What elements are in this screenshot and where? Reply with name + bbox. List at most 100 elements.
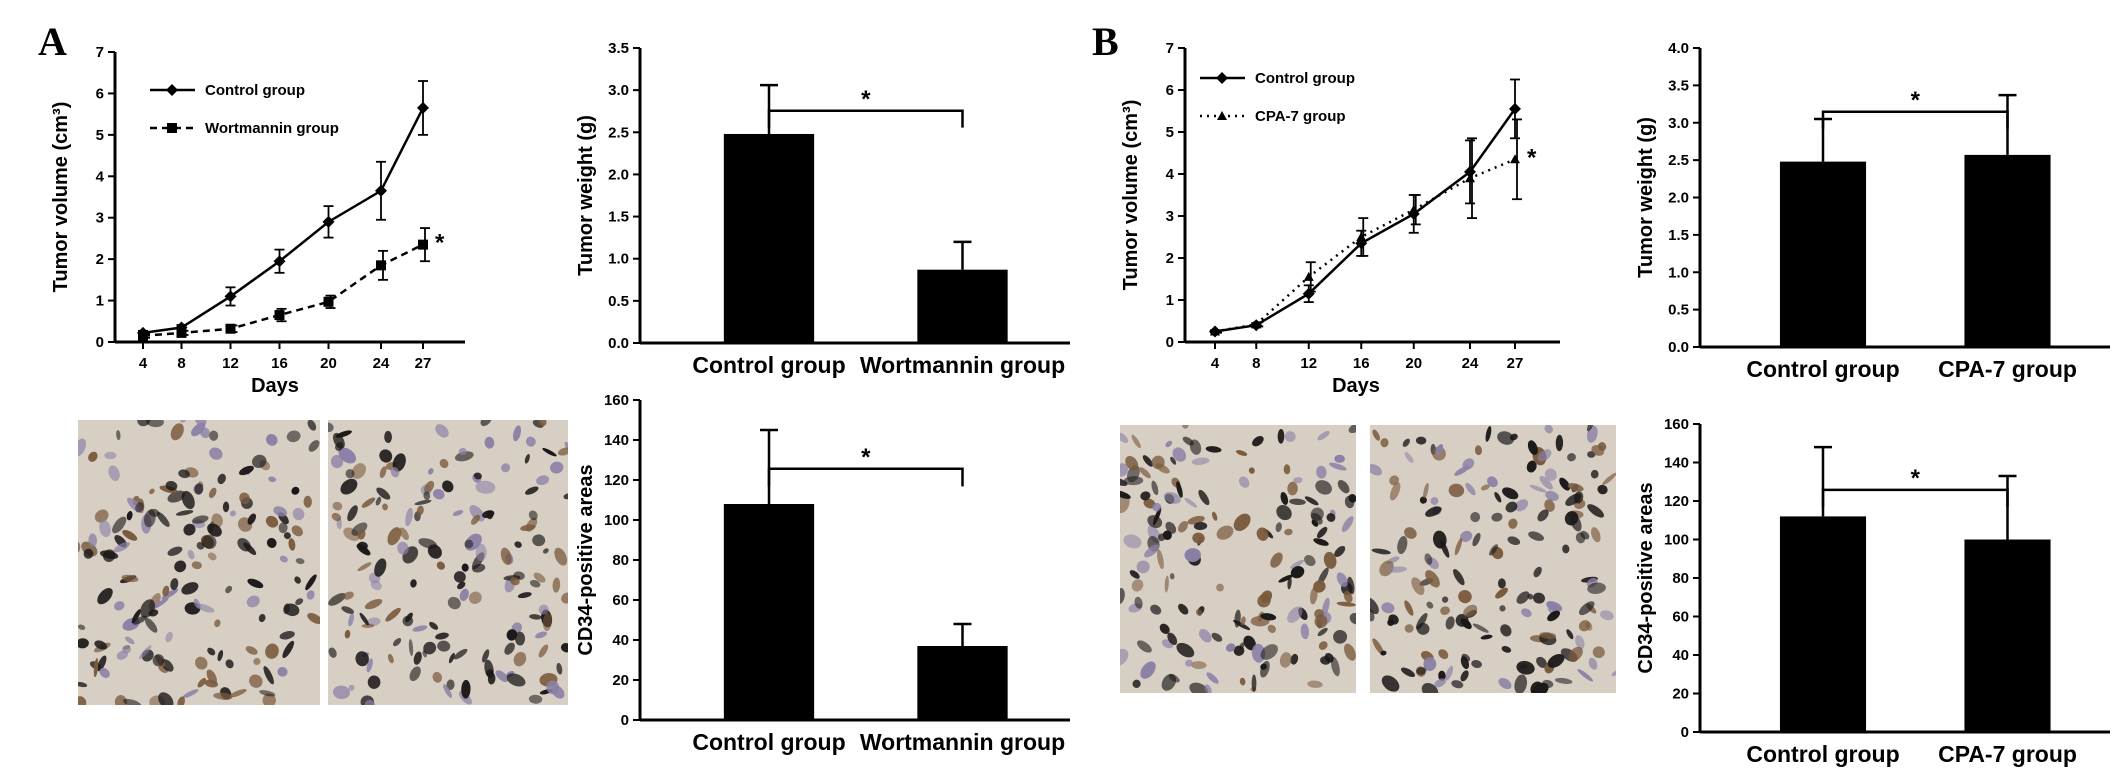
y-tick-label: 0	[1681, 724, 1689, 741]
point-marker	[1251, 319, 1262, 329]
cell-nucleus	[1280, 491, 1289, 505]
cell-nucleus	[1445, 616, 1455, 630]
cell-nucleus	[94, 640, 108, 650]
cell-nucleus	[482, 649, 490, 663]
cell-nucleus	[1434, 678, 1446, 688]
cell-nucleus	[262, 693, 276, 705]
cell-nucleus	[1590, 527, 1601, 543]
cell-nucleus	[1155, 463, 1170, 474]
cell-nucleus	[249, 674, 263, 688]
cell-nucleus	[196, 603, 215, 613]
cell-nucleus	[1500, 624, 1512, 637]
cell-nucleus	[1430, 496, 1439, 505]
cell-nucleus	[191, 561, 202, 570]
cell-nucleus	[458, 447, 467, 456]
cell-nucleus	[122, 698, 142, 705]
cell-nucleus	[1423, 482, 1429, 499]
cell-nucleus	[167, 546, 183, 556]
cell-nucleus	[252, 454, 267, 469]
cell-nucleus	[331, 512, 342, 522]
cell-nucleus	[1170, 456, 1177, 465]
cell-nucleus	[202, 534, 217, 550]
cell-nucleus	[1495, 587, 1508, 599]
y-tick-label: 0	[1166, 334, 1174, 351]
cell-nucleus	[1260, 644, 1278, 660]
cell-nucleus	[1152, 507, 1162, 526]
point-marker	[1408, 204, 1419, 214]
cell-nucleus	[268, 476, 277, 483]
x-tick-label: 8	[177, 355, 185, 372]
cell-nucleus	[307, 613, 320, 625]
cell-nucleus	[475, 480, 496, 494]
cell-nucleus	[1184, 548, 1201, 563]
cell-nucleus	[273, 506, 288, 517]
cell-nucleus	[121, 574, 139, 583]
cell-nucleus	[1293, 477, 1303, 484]
cell-nucleus	[428, 468, 434, 475]
cell-nucleus	[247, 513, 257, 525]
chart-a-tumor-weight: 0.0 0.5 1.0 1.5 2.0 2.5 3.0 3.5 Tumor weight (g)…	[575, 40, 1070, 378]
cell-nucleus	[1330, 656, 1340, 677]
cell-nucleus	[513, 651, 527, 667]
cell-nucleus	[291, 525, 303, 537]
cell-nucleus	[1441, 596, 1449, 603]
cell-nucleus	[1136, 560, 1150, 574]
point-marker	[224, 290, 237, 303]
x-tick-label: 27	[1507, 355, 1524, 372]
bar	[1964, 539, 2051, 732]
cell-nucleus	[88, 451, 98, 462]
cell-nucleus	[1544, 425, 1553, 434]
cell-nucleus	[525, 436, 536, 447]
cell-nucleus	[1404, 624, 1414, 633]
cell-nucleus	[1189, 682, 1209, 693]
cell-nucleus	[475, 543, 487, 562]
cell-nucleus	[1505, 501, 1518, 513]
cell-nucleus	[1470, 512, 1481, 523]
cell-nucleus	[1137, 640, 1152, 653]
significance-bracket	[767, 109, 964, 128]
point-marker	[167, 123, 177, 133]
cell-nucleus	[513, 425, 522, 442]
cell-nucleus	[135, 502, 144, 513]
cell-nucleus	[1120, 432, 1129, 443]
cell-nucleus	[1387, 566, 1407, 573]
cell-nucleus	[1317, 627, 1328, 637]
cell-nucleus	[1164, 575, 1169, 593]
cell-nucleus	[484, 436, 495, 449]
cell-nucleus	[307, 420, 317, 431]
cell-nucleus	[1260, 590, 1273, 603]
cell-nucleus	[192, 515, 209, 524]
y-tick-label: 40	[1672, 647, 1689, 664]
cell-nucleus	[1163, 492, 1181, 504]
cell-nucleus	[500, 547, 512, 566]
cell-nucleus	[1193, 522, 1208, 531]
cell-nucleus	[387, 653, 394, 664]
cell-nucleus	[229, 689, 247, 698]
cell-nucleus	[1536, 656, 1547, 668]
significance-star: *	[861, 444, 871, 471]
cell-nucleus	[1176, 481, 1183, 498]
cell-nucleus	[361, 623, 375, 628]
cell-nucleus	[253, 657, 261, 666]
cell-nucleus	[344, 629, 351, 639]
cell-nucleus	[209, 447, 223, 460]
cell-nucleus	[1461, 653, 1471, 662]
cell-nucleus	[538, 604, 549, 615]
cell-nucleus	[335, 442, 344, 451]
cell-nucleus	[351, 463, 366, 479]
cell-nucleus	[437, 640, 451, 652]
cell-nucleus	[1313, 580, 1326, 593]
cell-nucleus	[542, 448, 557, 457]
y-tick-label: 3.0	[1668, 115, 1689, 132]
cell-nucleus	[514, 631, 526, 646]
cell-nucleus	[435, 632, 449, 640]
cell-nucleus	[556, 662, 563, 675]
cell-nucleus	[1544, 468, 1557, 481]
category-label: Control group	[692, 729, 845, 755]
cell-nucleus	[99, 520, 111, 538]
cell-nucleus	[1317, 431, 1330, 441]
cell-nucleus	[348, 684, 355, 691]
cell-nucleus	[413, 651, 422, 665]
cell-nucleus	[181, 490, 195, 510]
legend-label: CPA-7 group	[1255, 108, 1346, 125]
